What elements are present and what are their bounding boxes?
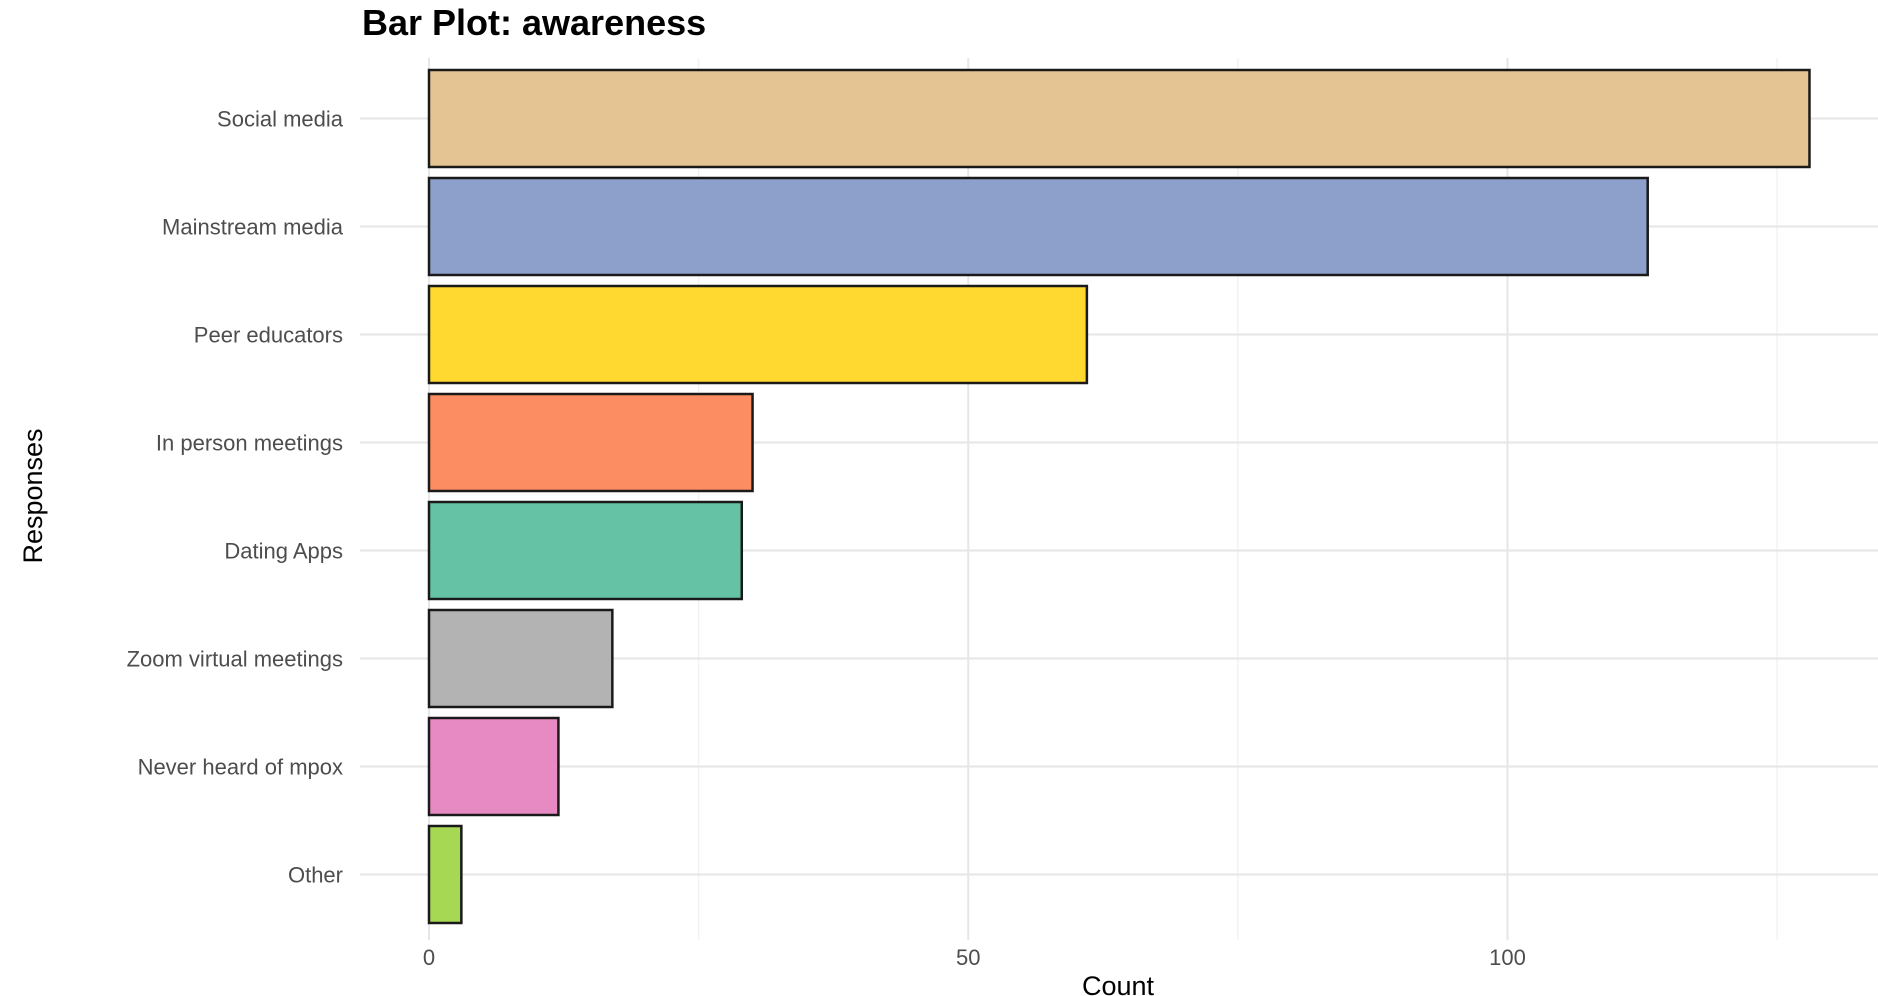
y-tick-label: Never heard of mpox (138, 755, 343, 780)
y-tick-label: Peer educators (194, 323, 343, 348)
y-tick-label: In person meetings (156, 431, 343, 456)
y-tick-label: Social media (217, 107, 344, 132)
bar (427, 608, 614, 709)
x-tick-labels: 0 50 100 (423, 945, 1526, 970)
bar (427, 500, 744, 601)
y-tick-label: Dating Apps (224, 539, 343, 564)
y-tick-label: Zoom virtual meetings (127, 647, 343, 672)
bar (427, 392, 754, 493)
x-tick-label: 0 (423, 945, 435, 970)
bar (427, 68, 1811, 169)
bars (427, 68, 1811, 925)
x-tick-label: 50 (956, 945, 980, 970)
y-tick-label: Mainstream media (162, 215, 344, 240)
x-axis-title: Count (1082, 971, 1155, 996)
y-tick-label: Other (288, 863, 343, 888)
y-axis-title: Responses (18, 428, 48, 563)
x-tick-label: 100 (1489, 945, 1526, 970)
y-tick-labels: Social media Mainstream media Peer educato… (127, 107, 344, 888)
bar (427, 824, 463, 925)
bar (427, 716, 560, 817)
bar (427, 176, 1649, 277)
chart-title: Bar Plot: awareness (362, 2, 706, 43)
bar (427, 284, 1089, 385)
